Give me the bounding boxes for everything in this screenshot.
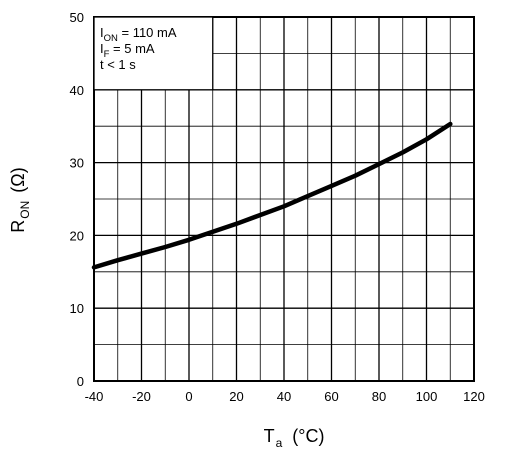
condition-box-frame bbox=[93, 16, 214, 91]
ron-curve bbox=[91, 121, 453, 270]
x-tick-label: -20 bbox=[132, 389, 151, 404]
y-axis-label-unit: (Ω) bbox=[8, 167, 28, 192]
x-tick-label: 0 bbox=[185, 389, 192, 404]
y-axis-label-sub: ON bbox=[18, 201, 32, 219]
y-tick-label: 20 bbox=[70, 228, 84, 243]
condition-line: IF = 5 mA bbox=[100, 41, 155, 60]
x-axis-label-main: T bbox=[264, 426, 275, 446]
y-tick-label: 40 bbox=[70, 83, 84, 98]
condition-line: ION = 110 mA bbox=[100, 25, 177, 44]
y-tick-label: 10 bbox=[70, 301, 84, 316]
x-axis-label-unit: (°C) bbox=[292, 426, 324, 446]
x-tick-label: 120 bbox=[463, 389, 485, 404]
x-axis-label-sub: a bbox=[276, 436, 283, 450]
x-axis-label: Ta (°C) bbox=[264, 426, 325, 450]
x-tick-labels: -40 -20 0 20 40 60 80 100 120 bbox=[85, 389, 485, 404]
x-tick-label: -40 bbox=[85, 389, 104, 404]
curve-layer bbox=[91, 121, 453, 270]
x-tick-label: 100 bbox=[416, 389, 438, 404]
y-tick-labels: 0 10 20 30 40 50 bbox=[70, 10, 84, 389]
y-axis-label: RON (Ω) bbox=[8, 167, 32, 232]
x-tick-label: 20 bbox=[229, 389, 243, 404]
y-tick-label: 30 bbox=[70, 156, 84, 171]
x-tick-label: 80 bbox=[372, 389, 386, 404]
condition-line: t < 1 s bbox=[100, 57, 136, 72]
x-tick-label: 60 bbox=[324, 389, 338, 404]
x-tick-label: 40 bbox=[277, 389, 291, 404]
plot-frame bbox=[93, 16, 475, 382]
y-tick-label: 0 bbox=[77, 374, 84, 389]
y-axis-label-main: R bbox=[8, 220, 28, 233]
y-tick-label: 50 bbox=[70, 10, 84, 25]
